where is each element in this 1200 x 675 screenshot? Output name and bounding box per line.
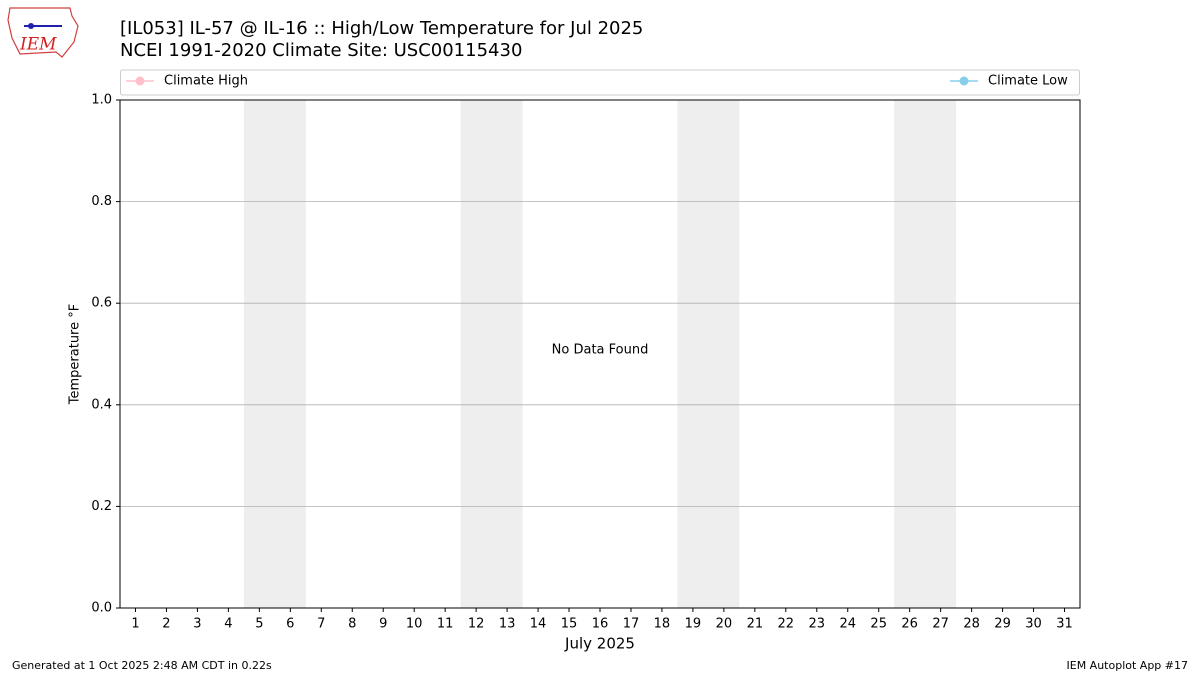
x-tick-label: 9 — [379, 617, 387, 632]
x-tick-label: 6 — [286, 617, 294, 632]
x-tick-label: 1 — [131, 617, 139, 632]
x-tick-label: 26 — [901, 617, 918, 632]
x-tick-label: 18 — [654, 617, 671, 632]
legend-marker — [959, 76, 969, 86]
x-tick-label: 2 — [162, 617, 170, 632]
x-tick-label: 20 — [716, 617, 733, 632]
logo-outline — [7, 7, 79, 58]
x-tick-label: 14 — [530, 617, 547, 632]
footer: IEM Autoplot App #17 — [1067, 659, 1189, 672]
x-tick-label: 19 — [685, 617, 702, 632]
chart-subtitle: NCEI 1991-2020 Climate Site: USC00115430 — [120, 40, 522, 61]
x-tick-label: 11 — [437, 617, 454, 632]
x-tick-label: 27 — [932, 617, 949, 632]
logo-text: IEM — [19, 35, 57, 55]
y-tick-label: 0.2 — [91, 499, 112, 514]
x-tick-label: 25 — [870, 617, 887, 632]
x-tick-label: 28 — [963, 617, 980, 632]
x-axis-label: July 2025 — [564, 635, 635, 653]
chart-title: [IL053] IL-57 @ IL-16 :: High/Low Temper… — [120, 18, 643, 39]
legend-label: Climate High — [164, 74, 248, 89]
legend — [120, 69, 1080, 96]
x-tick-label: 16 — [592, 617, 609, 632]
y-tick-label: 0.0 — [91, 601, 112, 616]
annotation: No Data Found — [552, 343, 649, 358]
x-tick-label: 17 — [623, 617, 640, 632]
weekend-shade — [460, 100, 523, 608]
y-axis-label: Temperature °F — [68, 304, 83, 405]
x-tick-label: 29 — [994, 617, 1011, 632]
x-tick-label: 10 — [406, 617, 423, 632]
x-tick-label: 8 — [348, 617, 356, 632]
x-tick-label: 15 — [561, 617, 578, 632]
x-tick-label: 12 — [468, 617, 485, 632]
x-tick-label: 24 — [839, 617, 856, 632]
x-tick-label: 13 — [499, 617, 516, 632]
legend-label: Climate Low — [988, 74, 1068, 89]
x-tick-label: 22 — [778, 617, 795, 632]
x-tick-label: 4 — [224, 617, 232, 632]
x-tick-label: 23 — [809, 617, 826, 632]
footer: Generated at 1 Oct 2025 2:48 AM CDT in 0… — [12, 659, 272, 672]
y-tick-label: 0.4 — [91, 397, 112, 412]
x-tick-label: 21 — [747, 617, 764, 632]
logo-icon — [28, 23, 34, 29]
weekend-shade — [677, 100, 740, 608]
x-tick-label: 7 — [317, 617, 325, 632]
legend-marker — [135, 76, 145, 86]
x-tick-label: 5 — [255, 617, 263, 632]
x-tick-label: 3 — [193, 617, 201, 632]
y-tick-label: 0.8 — [91, 194, 112, 209]
weekend-shade — [243, 100, 306, 608]
weekend-shade — [894, 100, 957, 608]
x-tick-label: 31 — [1056, 617, 1073, 632]
y-tick-label: 0.6 — [91, 296, 112, 311]
y-tick-label: 1.0 — [91, 93, 112, 108]
logo: IEM — [7, 7, 79, 58]
plot-frame — [119, 99, 1081, 609]
x-tick-label: 30 — [1025, 617, 1042, 632]
